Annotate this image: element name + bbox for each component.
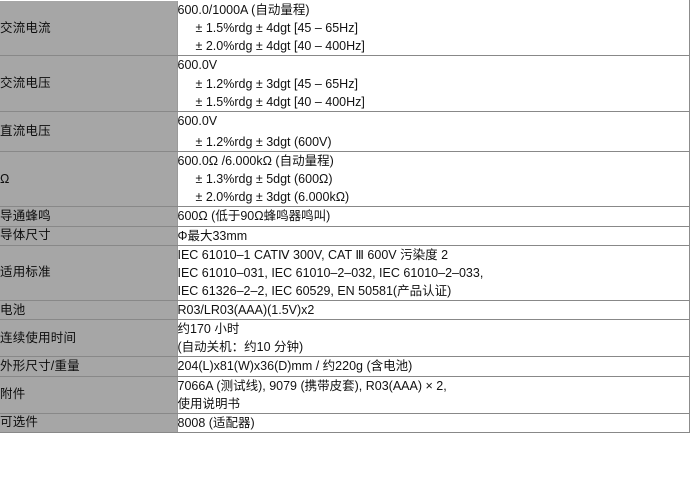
spec-value-cell: 8008 (适配器) xyxy=(176,412,690,433)
spec-value-line: ± 2.0%rdg ± 3dgt (6.000kΩ) xyxy=(195,190,350,205)
table-row: 交流电压 600.0V ± 1.2%rdg ± 3dgt [45 – 65Hz] ± … xyxy=(0,55,690,112)
spec-value-line: 600.0/1000A (自动量程) xyxy=(177,3,310,17)
spec-value-cell: 7066A (测试线), 9079 (携带皮套), R03(AAA) × 2, 使… xyxy=(176,375,690,414)
spec-value-cell: 约170 小时 (自动关机：约10 分钟) xyxy=(176,319,690,358)
spec-value-line: IEC 61010–031, IEC 61010–2–032, IEC 6101… xyxy=(177,265,484,280)
table-row: 导体尺寸 Φ最大33mm xyxy=(0,225,690,246)
spec-value-cell: 600.0V ± 1.2%rdg ± 3dgt (600V) xyxy=(176,110,690,153)
spec-value-line: ± 2.0%rdg ± 4dgt [40 – 400Hz] xyxy=(195,39,365,54)
spec-value-cell: 600.0/1000A (自动量程) ± 1.5%rdg ± 4dgt [45 –… xyxy=(176,0,690,57)
spec-label-cell: 可选件 xyxy=(0,412,177,433)
specifications-table: 交流电流 600.0/1000A (自动量程) ± 1.5%rdg ± 4dgt [… xyxy=(0,0,690,433)
table-row: 电池 R03/LR03(AAA)(1.5V)x2 xyxy=(0,299,690,321)
spec-value-cell: 600Ω (低于90Ω蜂鸣器鸣叫) xyxy=(176,206,690,227)
table-row: 导通蜂鸣 600Ω (低于90Ω蜂鸣器鸣叫) xyxy=(0,206,690,227)
table-row: 适用标准 IEC 61010–1 CATⅣ 300V, CAT Ⅲ 600V 污染… xyxy=(0,244,690,302)
spec-value-line: 使用说明书 xyxy=(177,396,241,411)
table-row: 附件 7066A (测试线), 9079 (携带皮套), R03(AAA) × 2… xyxy=(0,375,690,414)
spec-value-line: (自动关机：约10 分钟) xyxy=(177,340,304,355)
spec-value-line: 600.0V xyxy=(177,58,218,73)
spec-value-line: 7066A (测试线), 9079 (携带皮套), R03(AAA) × 2, xyxy=(177,378,447,393)
spec-label-cell: 电池 xyxy=(0,299,177,321)
spec-value-line: ± 1.3%rdg ± 5dgt (600Ω) xyxy=(195,172,333,187)
spec-label-cell: Ω xyxy=(0,150,177,208)
spec-value-cell: IEC 61010–1 CATⅣ 300V, CAT Ⅲ 600V 污染度 2 I… xyxy=(176,244,690,302)
spec-label-cell: 直流电压 xyxy=(0,110,177,153)
spec-label-cell: 导通蜂鸣 xyxy=(0,206,177,227)
spec-value-line: 8008 (适配器) xyxy=(177,415,255,430)
table-row: 外形尺寸/重量 204(L)x81(W)x36(D)mm / 约220g (含电池… xyxy=(0,356,690,377)
spec-value-line: ± 1.5%rdg ± 4dgt [45 – 65Hz] xyxy=(195,21,358,36)
spec-label-cell: 外形尺寸/重量 xyxy=(0,356,177,377)
spec-value-line: IEC 61010–1 CATⅣ 300V, CAT Ⅲ 600V 污染度 2 xyxy=(177,247,449,262)
table-row: 交流电流 600.0/1000A (自动量程) ± 1.5%rdg ± 4dgt [… xyxy=(0,0,690,57)
spec-value-line: ± 1.2%rdg ± 3dgt [45 – 65Hz] xyxy=(195,76,358,91)
spec-value-cell: R03/LR03(AAA)(1.5V)x2 xyxy=(176,299,690,321)
table-row: 连续使用时间 约170 小时 (自动关机：约10 分钟) xyxy=(0,319,690,358)
spec-value-line: Φ最大33mm xyxy=(177,228,248,243)
spec-value-line: 600.0Ω /6.000kΩ (自动量程) xyxy=(177,154,334,168)
spec-value-line: R03/LR03(AAA)(1.5V)x2 xyxy=(177,303,315,317)
spec-value-cell: 600.0Ω /6.000kΩ (自动量程) ± 1.3%rdg ± 5dgt (… xyxy=(176,150,690,208)
spec-label-cell: 连续使用时间 xyxy=(0,319,177,358)
spec-value-line: 约170 小时 xyxy=(177,322,240,337)
spec-value-line: ± 1.5%rdg ± 4dgt [40 – 400Hz] xyxy=(195,94,365,109)
spec-value-cell: Φ最大33mm xyxy=(176,225,690,246)
spec-label-cell: 交流电流 xyxy=(0,0,177,57)
spec-label-cell: 附件 xyxy=(0,375,177,414)
spec-value-line: IEC 61326–2–2, IEC 60529, EN 50581(产品认证) xyxy=(177,283,452,298)
spec-value-line: 600Ω (低于90Ω蜂鸣器鸣叫) xyxy=(177,209,331,224)
spec-value-cell: 600.0V ± 1.2%rdg ± 3dgt [45 – 65Hz] ± 1.5%… xyxy=(176,55,690,112)
table-row: 直流电压 600.0V ± 1.2%rdg ± 3dgt (600V) xyxy=(0,110,690,153)
spec-value-line: ± 1.2%rdg ± 3dgt (600V) xyxy=(195,134,332,149)
table-row: 可选件 8008 (适配器) xyxy=(0,412,690,433)
spec-label-cell: 交流电压 xyxy=(0,55,177,112)
table-row: Ω 600.0Ω /6.000kΩ (自动量程) ± 1.3%rdg ± 5dgt … xyxy=(0,150,690,208)
spec-label-cell: 适用标准 xyxy=(0,244,177,302)
spec-value-line: 600.0V xyxy=(177,113,218,128)
spec-value-line: 204(L)x81(W)x36(D)mm / 约220g (含电池) xyxy=(177,359,413,374)
spec-value-cell: 204(L)x81(W)x36(D)mm / 约220g (含电池) xyxy=(176,356,690,377)
specifications-table-body: 交流电流 600.0/1000A (自动量程) ± 1.5%rdg ± 4dgt [… xyxy=(0,0,690,433)
spec-label-cell: 导体尺寸 xyxy=(0,225,177,246)
